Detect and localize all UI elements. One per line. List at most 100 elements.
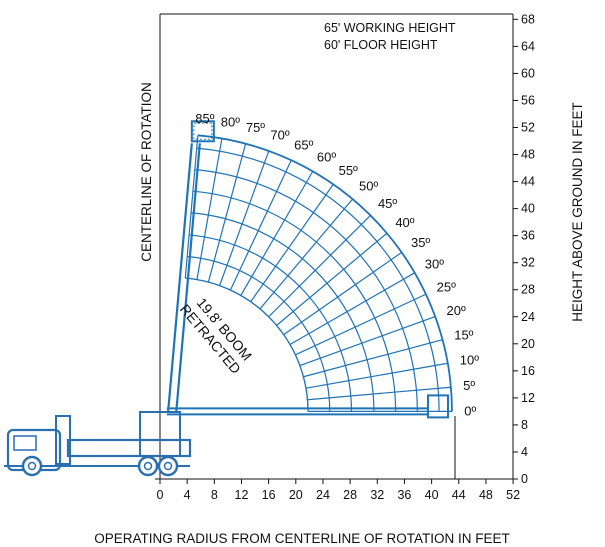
reach-arc	[194, 169, 418, 412]
y-axis-title: HEIGHT ABOVE GROUND IN FEET	[570, 102, 585, 322]
x-tick-label: 0	[157, 488, 164, 502]
y-tick-label: 40	[521, 202, 535, 216]
reach-arc	[196, 147, 440, 412]
angle-label: 25º	[437, 279, 456, 294]
truck-wheel	[137, 455, 159, 477]
x-tick-label: 24	[316, 488, 330, 502]
boom-angle-line	[240, 171, 314, 296]
boom-angle-line	[218, 150, 270, 286]
y-tick-label: 16	[521, 364, 535, 378]
y-tick-label: 60	[521, 66, 535, 80]
y-tick-label: 8	[521, 418, 528, 432]
boom-angle-line	[250, 184, 334, 303]
truck-window	[13, 435, 37, 451]
retracted-arc	[185, 277, 309, 412]
x-tick-label: 36	[397, 488, 411, 502]
boom-angle-line	[268, 214, 371, 318]
y-tick-label: 24	[521, 310, 535, 324]
reach-grid	[184, 134, 453, 412]
boom-angle-line	[229, 159, 292, 291]
note-working-height: 65' WORKING HEIGHT	[324, 21, 456, 35]
angle-label: 35º	[411, 235, 430, 250]
y-tick-label: 56	[521, 93, 535, 107]
x-tick-label: 28	[343, 488, 357, 502]
truck-hub	[143, 461, 153, 471]
reach-arc	[190, 212, 375, 412]
angle-label: 55º	[339, 163, 358, 178]
truck-wheel	[21, 455, 43, 477]
boom-angle-line	[307, 386, 451, 401]
x-tick-label: 12	[235, 488, 249, 502]
boom-vertical	[167, 143, 193, 412]
x-tick-label: 32	[370, 488, 384, 502]
angle-label: 20º	[446, 303, 465, 318]
platform-raised-mesh	[193, 122, 213, 140]
x-tick-label: 20	[289, 488, 303, 502]
truck-bed	[66, 438, 192, 458]
angle-label: 85º	[195, 111, 214, 126]
angle-label: 65º	[294, 138, 313, 153]
y-tick-label: 44	[521, 175, 535, 189]
angle-label: 50º	[359, 179, 378, 194]
truck-illustration	[4, 120, 449, 477]
y-tick-label: 52	[521, 120, 535, 134]
angle-label: 70º	[270, 128, 289, 143]
angle-label: 0º	[464, 403, 476, 418]
y-tick-label: 4	[521, 445, 528, 459]
boom-angle-line	[289, 272, 415, 345]
angle-label: 60º	[317, 149, 336, 164]
y-tick-label: 32	[521, 256, 535, 270]
platform-raised	[190, 120, 215, 143]
x-tick-label: 16	[262, 488, 276, 502]
boom-angle-line	[299, 316, 436, 367]
y-tick-label: 28	[521, 283, 535, 297]
reach-arc	[192, 190, 397, 412]
note-floor-height: 60' FLOOR HEIGHT	[324, 38, 438, 52]
x-axis-title: OPERATING RADIUS FROM CENTERLINE OF ROTA…	[94, 531, 510, 546]
boom-angle-line	[303, 339, 443, 378]
truck-hub	[27, 461, 37, 471]
angle-label: 80º	[221, 114, 240, 129]
boom-angle-line	[207, 143, 247, 283]
y-tick-label: 12	[521, 391, 535, 405]
y-tick-label: 64	[521, 39, 535, 53]
boom-angle-line	[283, 251, 402, 336]
boom-angle-line	[276, 232, 388, 326]
y-tick-label: 36	[521, 229, 535, 243]
angle-label: 45º	[378, 196, 397, 211]
reach-arc	[197, 134, 453, 412]
angle-label: 75º	[246, 120, 265, 135]
boom-angle-line	[295, 293, 427, 356]
boom-angle-line	[305, 362, 448, 389]
truck-turret	[139, 411, 181, 457]
centerline-label: CENTERLINE OF ROTATION	[139, 82, 154, 262]
angle-label: 40º	[395, 215, 414, 230]
x-tick-label: 52	[506, 488, 520, 502]
y-tick-label: 0	[521, 472, 528, 486]
boom-angle-line	[184, 135, 199, 279]
x-tick-label: 40	[425, 488, 439, 502]
angle-label: 10º	[460, 352, 479, 367]
y-tick-label: 20	[521, 337, 535, 351]
x-tick-label: 44	[452, 488, 466, 502]
boom-angle-line	[196, 138, 223, 280]
truck-wheel	[157, 455, 179, 477]
x-tick-label: 48	[479, 488, 493, 502]
boom-label: 19.8' BOOM RETRACTED	[177, 295, 255, 377]
boom-vertical	[175, 143, 201, 412]
angle-label: 15º	[454, 327, 473, 342]
reach-arc	[187, 255, 331, 412]
angle-label: 5º	[463, 378, 475, 393]
truck-hub	[163, 461, 173, 471]
boom-angle-line	[259, 198, 353, 310]
y-tick-label: 48	[521, 148, 535, 162]
platform-extended	[426, 394, 449, 419]
reach-arc	[189, 234, 353, 412]
angle-label: 30º	[425, 257, 444, 272]
x-tick-label: 4	[184, 488, 191, 502]
y-tick-label: 68	[521, 12, 535, 26]
x-tick-label: 8	[211, 488, 218, 502]
